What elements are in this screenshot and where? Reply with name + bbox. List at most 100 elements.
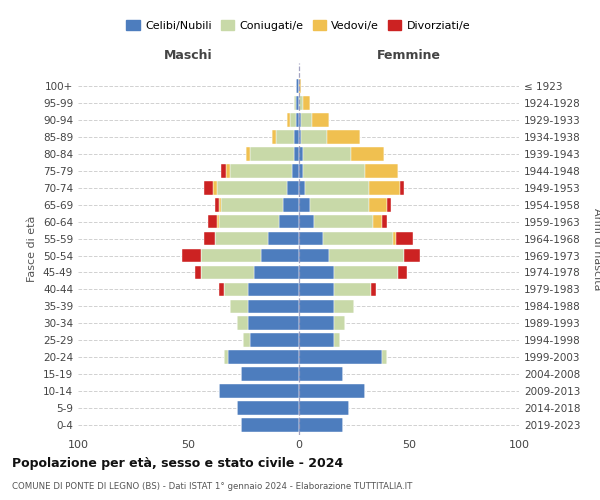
Bar	[245, 147, 250, 160]
Bar	[290, 114, 296, 127]
Bar	[323, 232, 394, 245]
Bar	[244, 334, 250, 347]
Bar	[226, 164, 230, 177]
Bar	[283, 198, 299, 211]
Bar	[237, 401, 299, 414]
Bar	[219, 198, 221, 211]
Bar	[382, 215, 387, 228]
Bar	[294, 147, 299, 160]
Bar	[404, 248, 420, 262]
Bar	[314, 215, 373, 228]
Bar	[299, 350, 382, 364]
Bar	[334, 300, 353, 313]
Bar	[250, 147, 294, 160]
Bar	[299, 130, 301, 144]
Text: Femmine: Femmine	[377, 48, 441, 62]
Bar	[294, 96, 296, 110]
Bar	[299, 384, 365, 398]
Bar	[301, 114, 312, 127]
Bar	[299, 248, 329, 262]
Bar	[299, 164, 303, 177]
Bar	[221, 198, 283, 211]
Bar	[394, 232, 395, 245]
Text: COMUNE DI PONTE DI LEGNO (BS) - Dati ISTAT 1° gennaio 2024 - Elaborazione TUTTIT: COMUNE DI PONTE DI LEGNO (BS) - Dati IST…	[12, 482, 412, 491]
Bar	[299, 334, 334, 347]
Bar	[278, 215, 299, 228]
Bar	[369, 181, 400, 194]
Bar	[299, 114, 301, 127]
Bar	[248, 282, 299, 296]
Bar	[221, 164, 226, 177]
Bar	[230, 164, 292, 177]
Bar	[296, 96, 299, 110]
Bar	[287, 181, 299, 194]
Bar	[312, 114, 329, 127]
Bar	[303, 96, 310, 110]
Bar	[250, 334, 299, 347]
Bar	[294, 130, 299, 144]
Bar	[334, 334, 340, 347]
Bar	[303, 147, 352, 160]
Bar	[228, 350, 299, 364]
Bar	[299, 418, 343, 432]
Bar	[373, 215, 382, 228]
Bar	[219, 215, 278, 228]
Bar	[208, 215, 217, 228]
Bar	[261, 248, 299, 262]
Bar	[299, 282, 334, 296]
Y-axis label: Fasce di età: Fasce di età	[28, 216, 37, 282]
Bar	[272, 130, 277, 144]
Bar	[219, 282, 224, 296]
Bar	[305, 181, 369, 194]
Bar	[299, 181, 305, 194]
Bar	[254, 266, 299, 279]
Bar	[329, 248, 404, 262]
Bar	[299, 368, 343, 381]
Bar	[241, 418, 299, 432]
Bar	[224, 282, 248, 296]
Bar	[327, 130, 360, 144]
Bar	[219, 384, 299, 398]
Bar	[215, 198, 219, 211]
Bar	[334, 282, 371, 296]
Bar	[400, 181, 404, 194]
Bar	[296, 80, 299, 93]
Bar	[334, 316, 345, 330]
Bar	[277, 130, 294, 144]
Text: Maschi: Maschi	[164, 48, 212, 62]
Bar	[203, 232, 215, 245]
Bar	[195, 266, 202, 279]
Bar	[202, 248, 261, 262]
Bar	[365, 164, 398, 177]
Bar	[287, 114, 290, 127]
Bar	[203, 181, 212, 194]
Bar	[299, 215, 314, 228]
Bar	[334, 266, 398, 279]
Bar	[182, 248, 202, 262]
Bar	[230, 300, 248, 313]
Bar	[382, 350, 387, 364]
Bar	[299, 232, 323, 245]
Bar	[296, 114, 299, 127]
Bar	[299, 401, 349, 414]
Bar	[301, 130, 327, 144]
Bar	[292, 164, 299, 177]
Bar	[299, 300, 334, 313]
Bar	[215, 232, 268, 245]
Bar	[310, 198, 369, 211]
Bar	[299, 316, 334, 330]
Bar	[299, 147, 303, 160]
Bar	[299, 96, 303, 110]
Bar	[299, 198, 310, 211]
Y-axis label: Anni di nascita: Anni di nascita	[592, 208, 600, 290]
Text: Popolazione per età, sesso e stato civile - 2024: Popolazione per età, sesso e stato civil…	[12, 458, 343, 470]
Bar	[352, 147, 385, 160]
Bar	[241, 368, 299, 381]
Bar	[371, 282, 376, 296]
Bar	[217, 215, 219, 228]
Bar	[248, 300, 299, 313]
Bar	[217, 181, 287, 194]
Bar	[369, 198, 387, 211]
Bar	[237, 316, 248, 330]
Bar	[398, 266, 407, 279]
